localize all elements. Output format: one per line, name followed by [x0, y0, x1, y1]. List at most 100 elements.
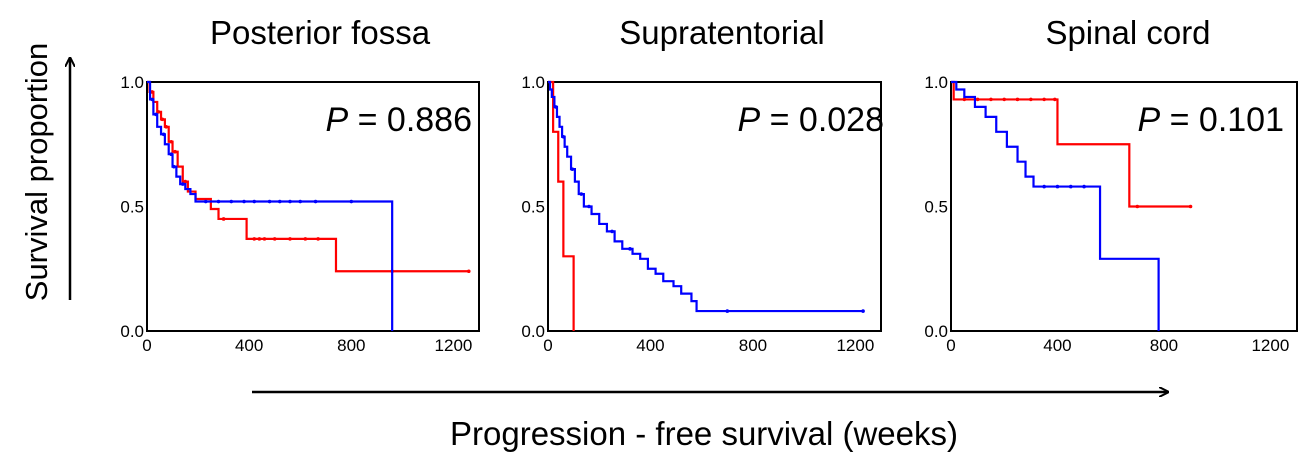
- x-tick-label: 400: [1043, 336, 1071, 355]
- axis-ticks: 0 400 800 1200 0.0 0.5 1.0: [924, 73, 1289, 355]
- censor-mark: [242, 199, 246, 204]
- p-value: P = 0.028: [737, 101, 884, 139]
- censor-mark: [303, 237, 308, 241]
- y-tick-label: 0.5: [120, 198, 144, 217]
- censor-mark: [169, 152, 174, 157]
- survival-curve-red: [548, 80, 575, 331]
- x-tick-label: 0: [543, 336, 552, 355]
- x-tick-label: 1200: [1251, 336, 1289, 355]
- censor-mark: [1015, 97, 1020, 102]
- plot-frame: [146, 81, 480, 332]
- censor-mark: [861, 309, 865, 313]
- survival-curve-red: [951, 80, 1191, 208]
- censor-mark: [975, 97, 980, 102]
- censor-mark: [1053, 97, 1057, 102]
- censor-mark: [262, 237, 267, 241]
- y-tick-label: 1.0: [924, 73, 948, 92]
- survival-curve-blue: [548, 80, 864, 313]
- censor-mark: [561, 134, 566, 139]
- y-tick-label: 1.0: [120, 73, 144, 92]
- censor-mark: [272, 237, 277, 241]
- x-tick-label: 800: [739, 336, 767, 355]
- y-tick-label: 0.0: [521, 322, 545, 341]
- censor-mark: [221, 217, 226, 221]
- x-tick-label: 1200: [435, 336, 473, 355]
- x-tick-label: 800: [337, 336, 365, 355]
- censor-mark: [154, 112, 158, 117]
- axis-ticks: 0 400 800 1200 0.0 0.5 1.0: [521, 73, 874, 355]
- plot-frame: [950, 81, 1298, 332]
- censor-mark: [216, 199, 221, 204]
- panel-spinal-cord: Spinal cord P = 0.101 0 400 800 1200 0.0 0.5 1…: [924, 14, 1298, 355]
- p-value: P = 0.886: [325, 101, 472, 139]
- censor-mark: [1042, 184, 1046, 189]
- censor-mark: [180, 182, 185, 186]
- survival-curves: [548, 80, 865, 331]
- y-tick-label: 0.5: [924, 198, 948, 217]
- censor-mark: [1029, 97, 1033, 102]
- survival-curves: [951, 80, 1193, 331]
- y-tick-label: 1.0: [521, 73, 545, 92]
- x-tick-label: 1200: [836, 336, 874, 355]
- censor-mark: [156, 110, 161, 114]
- censor-mark: [229, 199, 234, 204]
- y-tick-label: 0.0: [120, 322, 144, 341]
- censor-mark: [252, 199, 257, 204]
- panel-title: Posterior fossa: [210, 14, 431, 51]
- censor-mark: [257, 237, 262, 241]
- censor-mark: [203, 199, 208, 204]
- survival-curve-blue: [951, 80, 1160, 331]
- censor-mark: [1082, 184, 1086, 189]
- censor-mark: [160, 117, 165, 122]
- axis-ticks: 0 400 800 1200 0.0 0.5 1.0: [120, 73, 472, 355]
- censor-mark: [173, 149, 177, 154]
- censor-mark: [579, 192, 584, 196]
- censor-mark: [1068, 184, 1073, 189]
- p-value: P = 0.101: [1137, 101, 1284, 139]
- survival-curve-red: [147, 80, 469, 273]
- censor-mark: [267, 199, 272, 204]
- censor-mark: [349, 199, 354, 204]
- x-tick-label: 0: [142, 336, 151, 355]
- censor-mark: [587, 204, 591, 209]
- censor-mark: [183, 179, 188, 184]
- censor-mark: [989, 97, 993, 102]
- y-axis-label: Survival proportion: [19, 43, 54, 301]
- x-tick-label: 400: [636, 336, 664, 355]
- censor-mark: [150, 97, 154, 102]
- censor-mark: [466, 269, 471, 274]
- x-tick-label: 400: [235, 336, 263, 355]
- censor-mark: [288, 199, 292, 204]
- x-axis-label: Progression - free survival (weeks): [450, 415, 958, 452]
- x-tick-label: 800: [1150, 336, 1178, 355]
- censor-mark: [962, 97, 967, 102]
- panel-title: Spinal cord: [1045, 14, 1210, 51]
- censor-mark: [1055, 184, 1060, 189]
- censor-mark: [161, 132, 166, 137]
- censor-mark: [298, 199, 303, 204]
- censor-mark: [1188, 204, 1193, 209]
- censor-mark: [628, 247, 632, 251]
- plot-frame: [547, 81, 882, 332]
- censor-mark: [252, 237, 257, 241]
- censor-mark: [570, 167, 575, 171]
- censor-mark: [1002, 97, 1007, 102]
- censor-mark: [288, 237, 292, 241]
- panel-posterior-fossa: Posterior fossa P = 0.886 0 400 800 1200 0.0…: [120, 14, 480, 355]
- censor-mark: [316, 237, 320, 241]
- censor-mark: [725, 309, 730, 313]
- survival-curves: [147, 80, 471, 331]
- censor-mark: [169, 139, 174, 144]
- censor-mark: [164, 125, 168, 129]
- panel-supratentorial: Supratentorial P = 0.028 0 400 800 12000.00…: [521, 14, 884, 355]
- y-tick-label: 0.0: [924, 322, 948, 341]
- x-tick-label: 0: [946, 336, 955, 355]
- censor-mark: [172, 164, 176, 169]
- censor-mark: [313, 199, 318, 204]
- censor-mark: [278, 199, 282, 204]
- y-tick-label: 0.5: [521, 198, 545, 217]
- censor-mark: [1042, 97, 1046, 102]
- censor-mark: [1135, 204, 1140, 209]
- censor-mark: [610, 229, 614, 234]
